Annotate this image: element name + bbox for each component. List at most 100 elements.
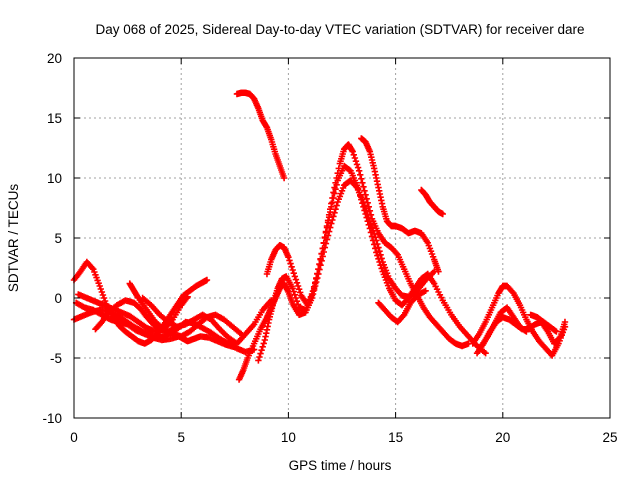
data-point xyxy=(290,270,297,277)
series-track-q xyxy=(478,304,530,350)
data-point xyxy=(257,350,264,357)
data-point xyxy=(366,207,374,214)
data-point xyxy=(368,233,376,240)
data-point xyxy=(317,262,324,269)
data-point xyxy=(331,190,338,197)
data-point xyxy=(312,280,319,287)
data-point xyxy=(349,148,356,155)
x-tick-label: 0 xyxy=(70,430,78,445)
series-track-m xyxy=(418,186,446,218)
data-point xyxy=(255,357,262,364)
x-tick-label: 5 xyxy=(177,430,185,445)
data-point xyxy=(332,179,339,186)
data-point xyxy=(354,185,362,192)
data-point xyxy=(375,255,382,262)
data-point xyxy=(98,288,106,296)
series-track-g xyxy=(139,294,275,347)
data-point xyxy=(358,175,365,182)
data-point xyxy=(355,167,363,174)
data-point xyxy=(350,151,357,158)
data-point xyxy=(363,195,370,202)
data-point xyxy=(324,217,332,224)
data-point xyxy=(256,353,263,361)
data-point xyxy=(367,229,375,236)
data-point xyxy=(362,210,369,218)
data-point xyxy=(335,165,342,172)
data-point xyxy=(360,183,367,190)
chart-title: Day 068 of 2025, Sidereal Day-to-day VTE… xyxy=(96,22,585,37)
data-point xyxy=(291,291,299,298)
data-point xyxy=(330,189,337,196)
data-point xyxy=(377,262,384,269)
data-point xyxy=(439,210,446,218)
data-point xyxy=(291,273,299,280)
y-tick-label: 20 xyxy=(47,51,62,66)
data-point xyxy=(422,287,429,294)
tick-labels: 0 5 10 15 20 25 -10 -5 0 5 10 15 20 xyxy=(42,51,617,445)
axis-ticks xyxy=(73,57,611,419)
data-point xyxy=(293,298,301,305)
data-point xyxy=(393,250,400,257)
data-point xyxy=(374,252,381,259)
data-point xyxy=(370,241,378,248)
data-point xyxy=(289,285,296,292)
series-track-l xyxy=(358,135,442,275)
x-tick-label: 10 xyxy=(281,430,296,445)
data-point xyxy=(328,220,335,227)
data-point xyxy=(378,265,385,272)
series-track-j xyxy=(263,141,472,350)
data-point xyxy=(359,179,366,186)
data-point xyxy=(323,222,331,230)
data-point xyxy=(522,327,529,334)
data-point xyxy=(325,211,333,218)
data-point xyxy=(89,264,96,272)
data-point xyxy=(333,174,340,182)
data-point xyxy=(294,301,302,308)
data-point xyxy=(258,347,265,354)
data-point xyxy=(363,214,370,221)
data-point xyxy=(295,286,303,293)
data-point xyxy=(293,279,301,286)
data-point xyxy=(203,276,211,284)
series-track-k xyxy=(233,89,288,182)
data-point xyxy=(313,275,320,282)
data-point xyxy=(482,350,489,357)
data-point xyxy=(362,191,369,198)
data-point xyxy=(318,250,325,258)
data-point xyxy=(184,293,191,300)
data-point xyxy=(355,189,363,196)
data-point xyxy=(365,203,372,210)
data-point xyxy=(360,203,367,210)
data-point xyxy=(556,334,563,341)
data-point xyxy=(333,202,340,209)
data-point xyxy=(285,254,292,261)
y-tick-label: -5 xyxy=(50,351,62,366)
y-tick-label: 15 xyxy=(47,111,62,126)
x-tick-label: 15 xyxy=(388,430,403,445)
data-point xyxy=(332,206,339,213)
data-point xyxy=(329,194,336,202)
data-point xyxy=(561,318,569,326)
data-point xyxy=(359,200,366,207)
data-point xyxy=(331,184,338,191)
data-point xyxy=(100,294,108,302)
data-point xyxy=(353,161,361,168)
data-point xyxy=(321,234,329,241)
data-point xyxy=(361,187,368,194)
series-track-r xyxy=(527,311,560,335)
data-point xyxy=(358,196,365,203)
data-point xyxy=(280,174,288,182)
y-axis-label: SDTVAR / TECUs xyxy=(6,184,21,293)
data-point xyxy=(364,218,371,225)
y-tick-label: 5 xyxy=(54,231,62,246)
data-point xyxy=(286,257,293,264)
data-point xyxy=(373,249,380,256)
data-point xyxy=(435,268,442,275)
data-point xyxy=(96,282,103,290)
data-point xyxy=(294,282,302,290)
series-track-f xyxy=(126,280,245,340)
data-point xyxy=(290,288,297,295)
data-point xyxy=(353,182,361,189)
series-track-n xyxy=(375,287,429,326)
